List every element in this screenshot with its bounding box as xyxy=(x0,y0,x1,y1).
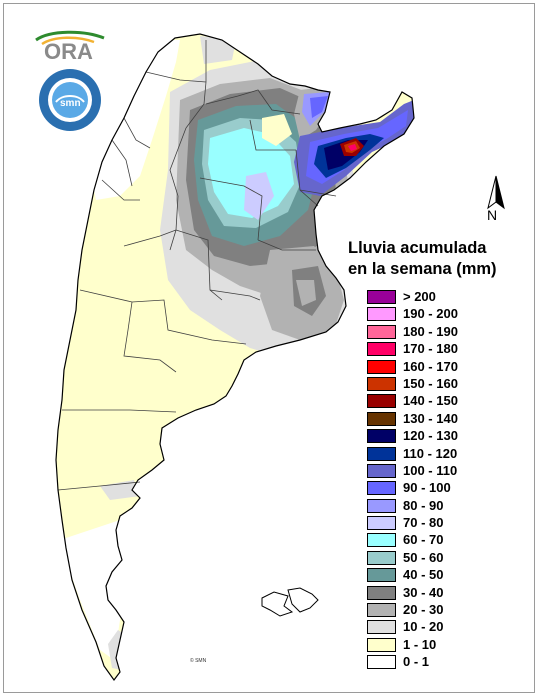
legend-swatch xyxy=(367,290,396,304)
legend-title: Lluvia acumulada en la semana (mm) xyxy=(348,238,528,280)
legend-label: > 200 xyxy=(403,289,436,304)
smn-logo: smn xyxy=(39,69,101,131)
map-credit: © SMN xyxy=(190,658,207,664)
legend-label: 130 - 140 xyxy=(403,410,458,426)
legend-swatch xyxy=(367,516,396,531)
legend-swatch xyxy=(367,603,396,618)
legend-swatch xyxy=(367,324,396,339)
province-borders xyxy=(57,40,337,491)
legend-swatch xyxy=(367,585,396,600)
zone-10-20-center-south xyxy=(200,412,270,450)
legend-swatch xyxy=(367,533,396,548)
legend-title-line-1: Lluvia acumulada xyxy=(348,239,487,257)
ora-logo: ORA xyxy=(35,30,105,62)
legend-label: 90 - 100 xyxy=(403,480,451,496)
legend-label: 150 - 160 xyxy=(403,375,458,391)
legend-swatch xyxy=(367,446,396,461)
legend-title-line-2: en la semana (mm) xyxy=(348,260,497,278)
legend-label: 80 - 90 xyxy=(403,497,444,513)
legend-label: 120 - 130 xyxy=(403,428,458,444)
legend-label: 140 - 150 xyxy=(403,393,458,409)
legend-swatch xyxy=(367,463,396,478)
legend-label: 30 - 40 xyxy=(403,584,444,600)
legend-swatch xyxy=(367,376,396,391)
legend-label: 40 - 50 xyxy=(403,567,444,583)
legend-swatch xyxy=(367,550,396,565)
zone-70-80-santiago xyxy=(244,172,274,220)
legend-label: 60 - 70 xyxy=(403,532,444,548)
legend-swatch xyxy=(367,655,396,670)
legend-label: 50 - 60 xyxy=(403,549,444,565)
legend-swatch xyxy=(367,307,396,322)
islas-malvinas xyxy=(261,587,319,617)
legend-label: 10 - 20 xyxy=(403,619,444,635)
legend-label: 70 - 80 xyxy=(403,515,444,531)
zone-0-1-south xyxy=(60,520,126,660)
legend-label: 110 - 120 xyxy=(403,445,458,461)
zone-1-10-patagonia xyxy=(62,400,140,480)
legend-swatch xyxy=(367,394,396,409)
svg-text:smn: smn xyxy=(60,98,81,109)
zone-1-10-salta xyxy=(262,114,292,146)
legend-swatch xyxy=(367,359,396,374)
legend-swatch xyxy=(367,637,396,652)
north-arrow-icon xyxy=(487,175,505,210)
legend-label: 160 - 170 xyxy=(403,358,458,374)
legend-label: 20 - 30 xyxy=(403,602,444,618)
legend-swatch xyxy=(367,481,396,496)
legend-swatch xyxy=(367,498,396,513)
legend-label: 180 - 190 xyxy=(403,323,458,339)
zone-0-1-northwest xyxy=(90,40,180,200)
zone-10-20-north xyxy=(200,36,236,64)
legend-label: 100 - 110 xyxy=(403,462,458,478)
north-label: N xyxy=(487,207,498,223)
legend-swatch xyxy=(367,411,396,426)
zone-170-180-ne xyxy=(348,144,357,151)
legend-label: 190 - 200 xyxy=(403,306,458,322)
legend-swatch xyxy=(367,620,396,635)
legend-swatch xyxy=(367,342,396,357)
legend-swatch xyxy=(367,568,396,583)
legend-label: 0 - 1 xyxy=(403,654,430,670)
zone-90-100-formosa xyxy=(310,96,328,118)
legend-label: 170 - 180 xyxy=(403,341,458,357)
svg-text:ORA: ORA xyxy=(44,39,93,62)
legend-swatch xyxy=(367,429,396,444)
zone-20-30-buenos-aires-inner xyxy=(296,280,316,306)
legend-label: 1 - 10 xyxy=(403,636,437,652)
